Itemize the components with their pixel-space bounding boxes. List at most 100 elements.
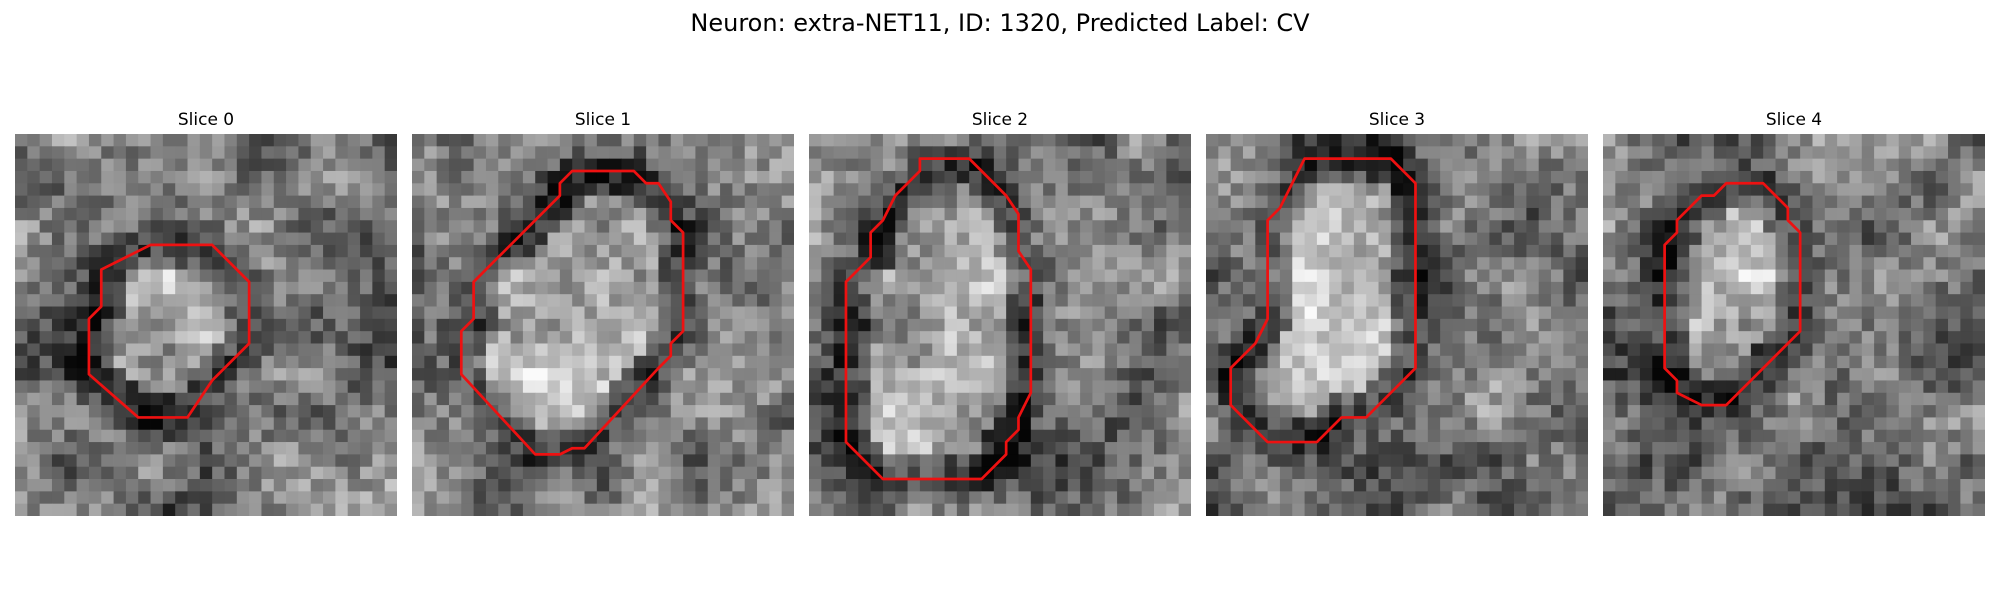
pixel xyxy=(1538,244,1552,258)
pixel xyxy=(448,405,462,418)
pixel xyxy=(1526,281,1540,295)
pixel xyxy=(1390,134,1404,147)
pixel xyxy=(535,429,548,443)
pixel xyxy=(1141,392,1155,406)
pixel xyxy=(88,195,102,209)
pixel xyxy=(621,257,635,270)
pixel xyxy=(335,257,349,270)
pixel xyxy=(1514,281,1527,295)
pixel xyxy=(572,170,585,184)
pixel xyxy=(1489,281,1503,295)
pixel xyxy=(1440,491,1453,505)
pixel xyxy=(1178,146,1191,160)
pixel xyxy=(1501,195,1515,209)
pixel xyxy=(424,306,438,320)
pixel xyxy=(310,380,324,394)
pixel xyxy=(175,146,188,160)
pixel xyxy=(298,220,312,233)
pixel xyxy=(683,368,696,381)
pixel xyxy=(919,220,933,233)
pixel xyxy=(64,392,77,406)
pixel xyxy=(1627,195,1641,209)
pixel xyxy=(360,405,373,418)
pixel xyxy=(1861,306,1875,320)
pixel xyxy=(212,146,225,160)
pixel xyxy=(1080,318,1093,332)
pixel xyxy=(498,183,511,196)
pixel xyxy=(732,134,746,147)
pixel xyxy=(1627,442,1641,455)
pixel xyxy=(1329,220,1342,233)
pixel xyxy=(1689,294,1702,307)
pixel xyxy=(1477,355,1490,369)
pixel xyxy=(1489,380,1503,394)
pixel xyxy=(1763,405,1776,418)
pixel xyxy=(1341,442,1355,455)
pixel xyxy=(833,331,847,344)
pixel xyxy=(335,442,349,455)
pixel xyxy=(1166,158,1180,172)
pixel xyxy=(1067,146,1081,160)
pixel xyxy=(1664,491,1678,505)
pixel xyxy=(1006,405,1019,418)
pixel xyxy=(261,331,275,344)
pixel xyxy=(1080,257,1093,270)
pixel xyxy=(1316,454,1330,468)
pixel xyxy=(286,269,299,283)
pixel xyxy=(1489,318,1503,332)
pixel xyxy=(1267,170,1281,184)
pixel xyxy=(1378,207,1392,221)
pixel xyxy=(88,355,102,369)
pixel xyxy=(919,405,933,418)
pixel xyxy=(1837,257,1850,270)
pixel xyxy=(1440,368,1453,381)
pixel xyxy=(1230,479,1244,492)
pixel xyxy=(633,134,647,147)
pixel xyxy=(1874,392,1887,406)
pixel xyxy=(1701,343,1715,357)
pixel xyxy=(833,244,847,258)
pixel xyxy=(1960,220,1974,233)
pixel xyxy=(907,368,921,381)
pixel xyxy=(1316,220,1330,233)
pixel xyxy=(1316,442,1330,455)
pixel xyxy=(1652,220,1665,233)
pixel xyxy=(1067,318,1081,332)
pixel xyxy=(535,331,548,344)
pixel xyxy=(547,134,561,147)
pixel xyxy=(372,306,386,320)
pixel xyxy=(347,331,361,344)
pixel xyxy=(882,158,896,172)
pixel xyxy=(1948,343,1961,357)
pixel xyxy=(1837,454,1850,468)
pixel xyxy=(1551,232,1564,246)
pixel xyxy=(720,491,733,505)
pixel xyxy=(809,170,822,184)
pixel xyxy=(1403,331,1416,344)
pixel xyxy=(1526,158,1540,172)
pixel xyxy=(51,134,65,147)
pixel xyxy=(1575,343,1588,357)
pixel xyxy=(1304,257,1318,270)
pixel xyxy=(1775,380,1789,394)
pixel xyxy=(809,405,822,418)
pixel xyxy=(1452,417,1466,431)
pixel xyxy=(1242,195,1256,209)
pixel xyxy=(1923,244,1937,258)
pixel xyxy=(212,207,225,221)
pixel xyxy=(1055,405,1069,418)
pixel xyxy=(1329,158,1342,172)
pixel xyxy=(858,281,871,295)
pixel xyxy=(1067,380,1081,394)
pixel xyxy=(1874,257,1887,270)
pixel xyxy=(781,405,794,418)
pixel xyxy=(870,380,884,394)
pixel xyxy=(323,466,336,480)
pixel xyxy=(1824,331,1838,344)
pixel xyxy=(821,232,835,246)
pixel xyxy=(212,491,225,505)
pixel xyxy=(1837,294,1850,307)
pixel xyxy=(461,491,474,505)
pixel xyxy=(1726,306,1739,320)
pixel xyxy=(1713,294,1727,307)
